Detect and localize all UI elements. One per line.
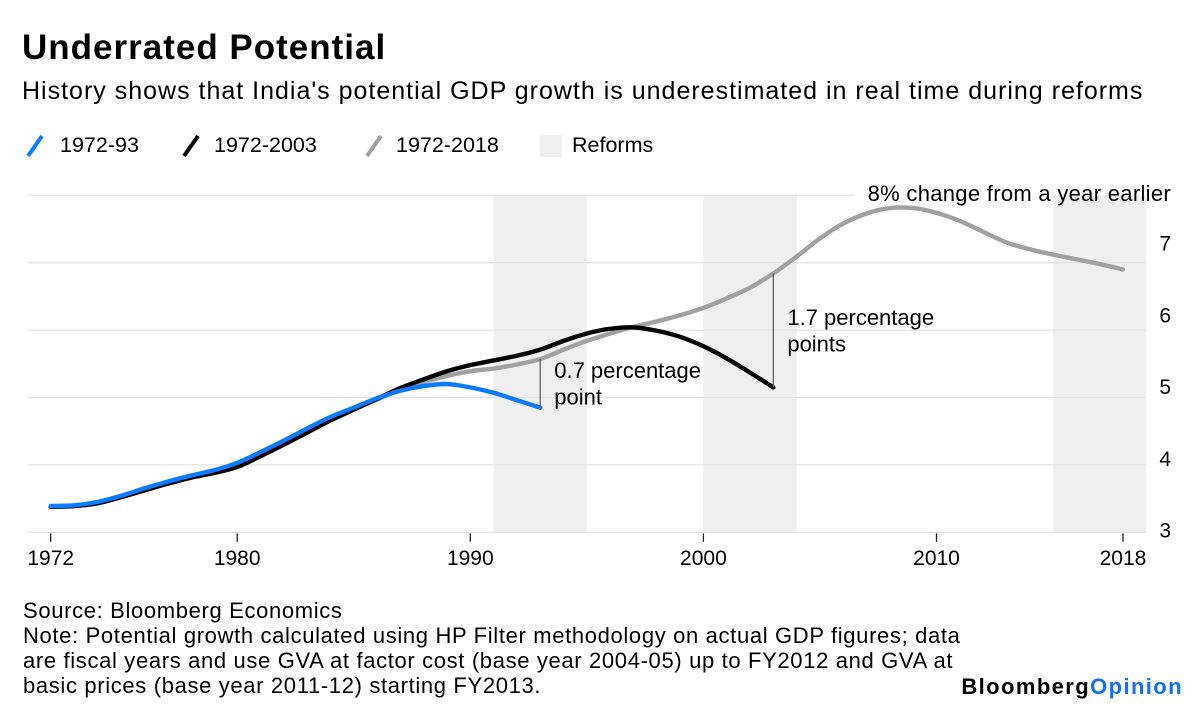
legend-label: 1972-2018 [396, 133, 499, 157]
legend-label: Reforms [572, 133, 654, 157]
x-tick-label: 1980 [214, 547, 261, 570]
black-line-slash-icon [182, 134, 200, 158]
y-tick-label: 5 [1159, 376, 1171, 399]
source-note: Source: Bloomberg Economics [23, 598, 343, 623]
chart-footer: Source: Bloomberg Economics Note: Potent… [23, 598, 961, 698]
x-tick-label: 1972 [27, 547, 74, 570]
bloomberg-opinion-logo: BloombergOpinion [961, 676, 1183, 698]
x-tick-label: 2018 [1100, 547, 1147, 570]
methodology-note-line: basic prices (base year 2011-12) startin… [23, 673, 542, 698]
series-lines [48, 205, 1126, 509]
gridlines [27, 194, 1147, 533]
legend-swatch-mark [540, 135, 562, 157]
series-line-1972-2003 [48, 325, 776, 509]
reform-bands [493, 195, 1147, 533]
y-tick-label: 3 [1159, 520, 1171, 543]
gray-line-slash-icon [365, 134, 383, 158]
x-tick-label: 2010 [913, 547, 960, 570]
y-tick-label: 4 [1159, 448, 1171, 471]
legend-label: 1972-93 [60, 133, 139, 157]
annotation-label: 1.7 percentage [787, 305, 934, 330]
y-tick-label: 7 [1159, 233, 1171, 256]
methodology-note-line: are fiscal years and use GVA at factor c… [23, 648, 954, 673]
reform-band [1053, 195, 1147, 533]
methodology-note-line: Note: Potential growth calculated using … [23, 623, 961, 648]
annotation-label: 0.7 percentage [554, 358, 701, 383]
y-axis: 3 4 5 6 7 8% change from a year earlier [868, 181, 1172, 543]
logo-accent: Opinion [1090, 674, 1183, 699]
legend: 1972-93 1972-2003 1972-2018 Reforms [0, 134, 1200, 158]
legend-line-mark [26, 134, 44, 158]
chart-subtitle: History shows that India's potential GDP… [22, 77, 1144, 105]
x-axis: 1972 1980 1990 2000 2010 2018 [27, 533, 1146, 570]
chart-title: Underrated Potential [22, 28, 387, 67]
legend-line-mark [182, 134, 200, 158]
legend-line-mark [365, 134, 383, 158]
series-line-1972-93 [48, 381, 543, 509]
legend-label: 1972-2003 [214, 133, 317, 157]
x-tick-label: 1990 [447, 547, 494, 570]
shaded-swatch-icon [540, 135, 562, 157]
y-axis-unit-label: 8% change from a year earlier [868, 181, 1171, 206]
reform-band [703, 195, 797, 533]
y-tick-label: 6 [1159, 304, 1171, 327]
blue-line-slash-icon [26, 134, 44, 158]
annotation-label: point [554, 384, 602, 409]
x-tick-label: 2000 [680, 547, 727, 570]
annotation-label: points [787, 332, 846, 357]
logo-primary: Bloomberg [961, 674, 1091, 699]
